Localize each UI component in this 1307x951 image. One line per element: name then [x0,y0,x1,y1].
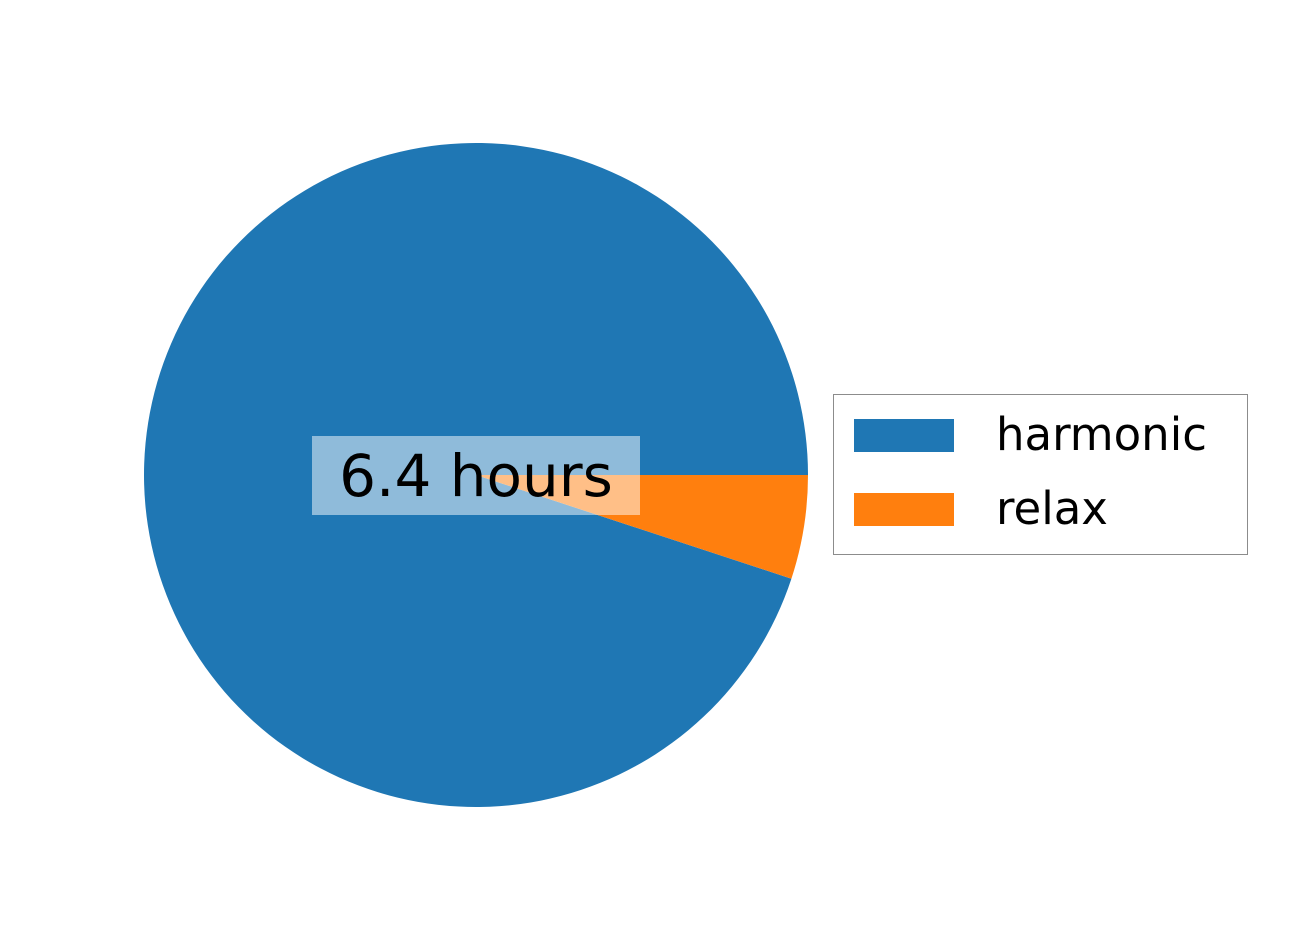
legend-label-relax: relax [996,482,1108,535]
legend-swatch-harmonic [854,419,954,452]
chart-legend: harmonic relax [833,394,1248,555]
legend-entry-relax[interactable]: relax [834,482,1247,561]
legend-label-harmonic: harmonic [996,408,1207,461]
center-value-text: 6.4 hours [339,441,613,510]
center-value-label: 6.4 hours [312,436,640,515]
legend-entry-harmonic[interactable]: harmonic [834,408,1247,487]
legend-swatch-relax [854,493,954,526]
